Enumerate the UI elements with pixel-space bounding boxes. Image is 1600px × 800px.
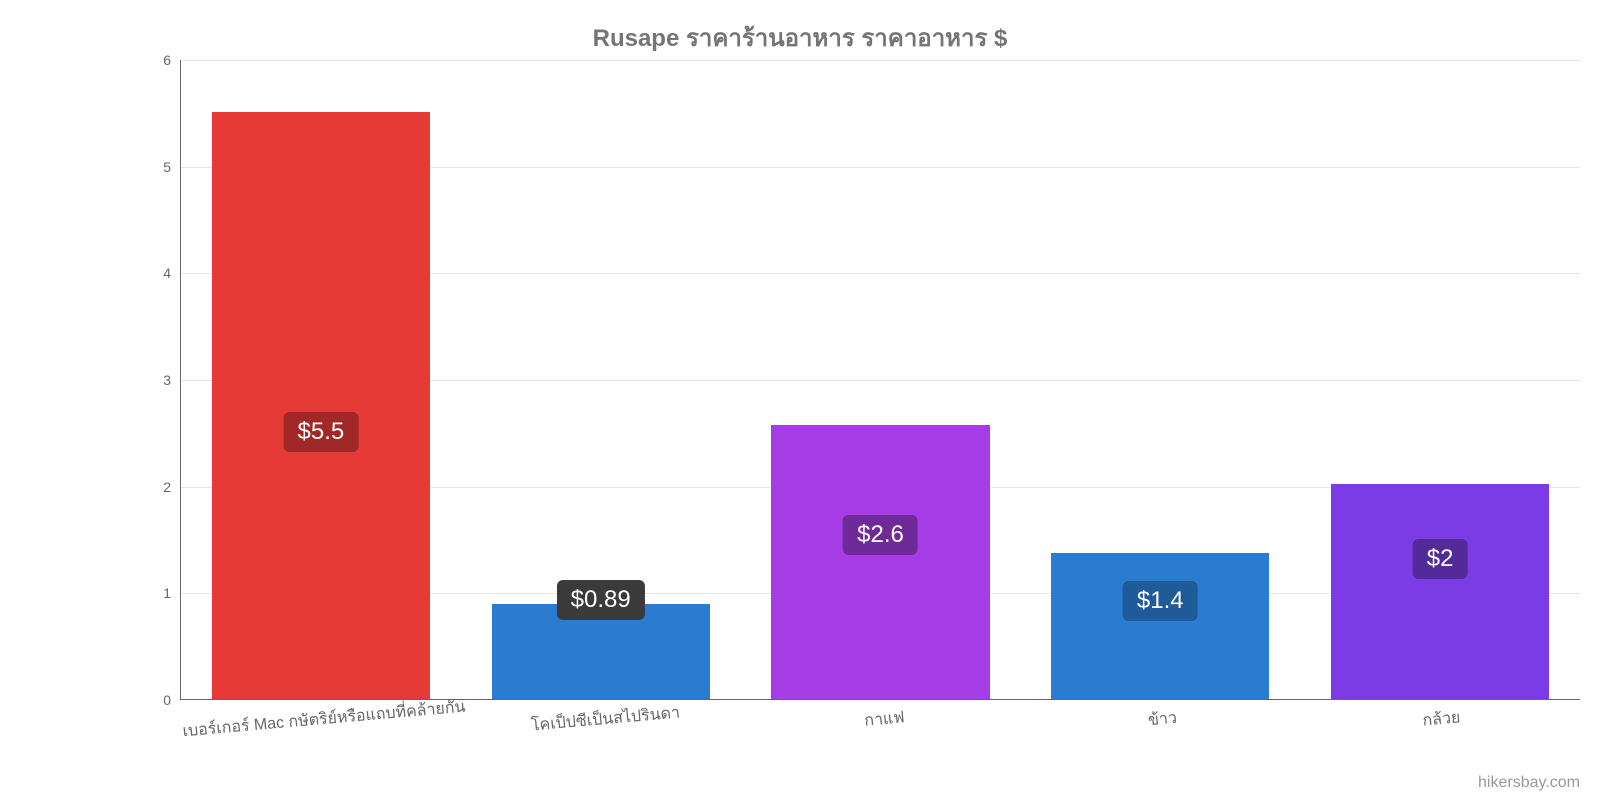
value-badge: $2	[1413, 539, 1468, 579]
value-badge: $5.5	[284, 412, 359, 452]
bar: $5.5	[212, 112, 430, 699]
plot-area: $5.5$0.89$2.6$1.4$2 เบอร์เกอร์ Mac กษัตร…	[180, 60, 1580, 700]
value-badge: $1.4	[1123, 581, 1198, 621]
y-tick-label: 1	[163, 585, 181, 601]
y-tick-label: 5	[163, 159, 181, 175]
bar-slot: $1.4	[1020, 553, 1300, 699]
x-axis-label: โคเป็ปซีเป็นสไปรินดา	[465, 695, 745, 744]
y-tick-label: 0	[163, 692, 181, 708]
x-axis-label: เบอร์เกอร์ Mac กษัตริย์หรือแถบที่คล้ายกั…	[182, 695, 467, 745]
bar-slot: $2	[1300, 484, 1580, 699]
y-tick-label: 4	[163, 265, 181, 281]
x-axis-labels: เบอร์เกอร์ Mac กษัตริย์หรือแถบที่คล้ายกั…	[181, 707, 1580, 732]
bars-row: $5.5 $0.89 $2.6 $1.4 $2	[181, 60, 1580, 699]
y-tick-label: 2	[163, 479, 181, 495]
y-tick-label: 3	[163, 372, 181, 388]
x-axis-label: กาแฟ	[744, 695, 1024, 744]
x-axis-label: ข้าว	[1023, 695, 1303, 744]
bar: $1.4	[1051, 553, 1269, 699]
bar-slot: $0.89	[461, 604, 741, 699]
x-axis-label: กล้วย	[1302, 695, 1582, 744]
bar-slot: $5.5	[181, 112, 461, 699]
bar: $0.89	[492, 604, 710, 699]
credit-text: hikersbay.com	[1478, 774, 1580, 792]
value-badge: $2.6	[843, 515, 918, 555]
bar: $2	[1331, 484, 1549, 699]
bar-slot: $2.6	[741, 425, 1021, 699]
chart-container: Rusape ราคาร้านอาหาร ราคาอาหาร $ $5.5 $0.…	[0, 0, 1600, 800]
y-tick-label: 6	[163, 52, 181, 68]
value-badge: $0.89	[557, 580, 645, 620]
chart-title: Rusape ราคาร้านอาหาร ราคาอาหาร $	[0, 18, 1600, 57]
bar: $2.6	[771, 425, 989, 699]
